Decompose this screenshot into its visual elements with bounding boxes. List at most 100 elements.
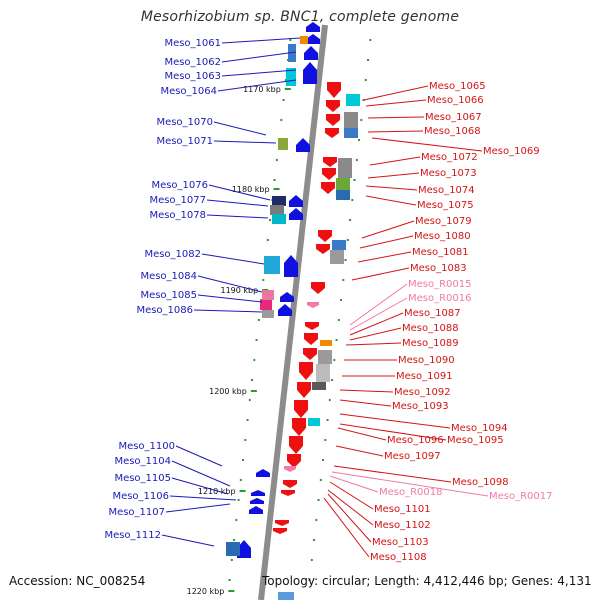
gene-label-meso_1075[interactable]: Meso_1075 xyxy=(417,200,474,211)
gene-label-meso_1078[interactable]: Meso_1078 xyxy=(149,210,206,221)
gene-label-meso_1081[interactable]: Meso_1081 xyxy=(412,247,469,258)
minor-tick-right xyxy=(326,419,329,421)
gene-label-meso_1102[interactable]: Meso_1102 xyxy=(374,520,431,531)
label-connector xyxy=(327,493,372,543)
gene-label-meso_1092[interactable]: Meso_1092 xyxy=(394,387,451,398)
gene-label-meso_1072[interactable]: Meso_1072 xyxy=(421,152,478,163)
gene-label-meso_1070[interactable]: Meso_1070 xyxy=(156,117,213,128)
forward-gene-arrow xyxy=(280,292,294,302)
gene-label-meso_1104[interactable]: Meso_1104 xyxy=(114,456,171,467)
gene-label-meso_1073[interactable]: Meso_1073 xyxy=(420,168,477,179)
gene-label-meso_1096[interactable]: Meso_1096 xyxy=(387,435,444,446)
gene-label-meso_1080[interactable]: Meso_1080 xyxy=(414,231,471,242)
gene-label-meso_1107[interactable]: Meso_1107 xyxy=(108,507,165,518)
minor-tick-right xyxy=(313,539,316,541)
gene-label-meso_1085[interactable]: Meso_1085 xyxy=(140,290,197,301)
gene-label-meso_1077[interactable]: Meso_1077 xyxy=(149,195,206,206)
cog-block xyxy=(316,364,330,382)
gene-label-meso_1069[interactable]: Meso_1069 xyxy=(483,146,540,157)
cog-block xyxy=(272,214,286,224)
label-connector xyxy=(369,156,421,166)
gene-label-meso_1061[interactable]: Meso_1061 xyxy=(164,38,221,49)
gene-label-meso_1098[interactable]: Meso_1098 xyxy=(452,477,509,488)
gene-label-meso_1064[interactable]: Meso_1064 xyxy=(160,86,217,97)
minor-tick-left xyxy=(251,379,254,381)
minor-tick-left xyxy=(289,39,292,41)
label-connector xyxy=(327,489,374,526)
label-connector xyxy=(349,327,402,341)
gene-label-meso_1094[interactable]: Meso_1094 xyxy=(451,423,508,434)
gene-label-meso_1083[interactable]: Meso_1083 xyxy=(410,263,467,274)
gene-label-meso_1086[interactable]: Meso_1086 xyxy=(136,305,193,316)
label-connector xyxy=(333,465,452,483)
gene-label-meso_r0016[interactable]: Meso_R0016 xyxy=(408,293,472,304)
forward-gene-arrow xyxy=(250,498,264,504)
gene-label-meso_1112[interactable]: Meso_1112 xyxy=(104,530,161,541)
minor-tick-left xyxy=(244,439,247,441)
label-connector xyxy=(363,85,429,101)
gene-label-meso_1089[interactable]: Meso_1089 xyxy=(402,338,459,349)
gene-label-meso_1063[interactable]: Meso_1063 xyxy=(164,71,221,82)
gene-label-meso_1066[interactable]: Meso_1066 xyxy=(427,95,484,106)
label-connector xyxy=(361,220,415,239)
gene-label-meso_1101[interactable]: Meso_1101 xyxy=(374,504,431,515)
cog-block xyxy=(344,128,358,138)
gene-label-meso_1062[interactable]: Meso_1062 xyxy=(164,57,221,68)
gene-label-meso_1097[interactable]: Meso_1097 xyxy=(384,451,441,462)
forward-gene-arrow xyxy=(303,62,317,84)
gene-label-meso_1090[interactable]: Meso_1090 xyxy=(398,355,455,366)
minor-tick-right xyxy=(358,139,361,141)
gene-label-meso_1076[interactable]: Meso_1076 xyxy=(151,180,208,191)
cog-block xyxy=(330,250,344,264)
gene-label-meso_r0017[interactable]: Meso_R0017 xyxy=(489,491,553,502)
gene-label-meso_1091[interactable]: Meso_1091 xyxy=(396,371,453,382)
gene-label-meso_1067[interactable]: Meso_1067 xyxy=(425,112,482,123)
minor-tick-right xyxy=(317,499,320,501)
gene-label-meso_1071[interactable]: Meso_1071 xyxy=(156,136,213,147)
reverse-gene-arrow xyxy=(281,490,295,496)
gene-label-meso_1065[interactable]: Meso_1065 xyxy=(429,81,486,92)
minor-tick-left xyxy=(275,159,278,161)
gene-label-meso_1108[interactable]: Meso_1108 xyxy=(370,552,427,563)
minor-tick-right xyxy=(310,559,313,561)
label-connector xyxy=(171,460,231,487)
cog-block xyxy=(260,300,272,310)
label-connector xyxy=(345,342,402,346)
label-connector xyxy=(371,137,483,152)
gene-label-meso_1084[interactable]: Meso_1084 xyxy=(140,271,197,282)
gene-label-meso_1093[interactable]: Meso_1093 xyxy=(392,401,449,412)
gene-label-meso_1082[interactable]: Meso_1082 xyxy=(144,249,201,260)
scale-tick-label: 1170 kbp xyxy=(243,85,281,94)
gene-label-meso_1074[interactable]: Meso_1074 xyxy=(418,185,475,196)
forward-gene-arrow xyxy=(296,138,310,152)
minor-tick-right xyxy=(364,79,367,81)
gene-label-meso_1106[interactable]: Meso_1106 xyxy=(112,491,169,502)
label-connector xyxy=(221,51,297,63)
gene-label-meso_1088[interactable]: Meso_1088 xyxy=(402,323,459,334)
cog-block xyxy=(300,36,308,44)
gene-label-meso_r0015[interactable]: Meso_R0015 xyxy=(408,279,472,290)
rna-feature xyxy=(307,302,319,308)
minor-tick-left xyxy=(230,559,233,561)
label-connector xyxy=(349,297,408,331)
minor-tick-right xyxy=(342,279,345,281)
reverse-gene-arrow xyxy=(326,114,340,126)
gene-label-meso_1095[interactable]: Meso_1095 xyxy=(447,435,504,446)
label-connector xyxy=(351,267,410,281)
forward-gene-arrow xyxy=(304,46,318,60)
label-connector xyxy=(161,534,215,547)
scale-tick-label: 1190 kbp xyxy=(220,286,258,295)
gene-label-meso_1068[interactable]: Meso_1068 xyxy=(424,126,481,137)
minor-tick-right xyxy=(344,259,347,261)
gene-label-meso_1100[interactable]: Meso_1100 xyxy=(118,441,175,452)
gene-label-meso_1103[interactable]: Meso_1103 xyxy=(372,537,429,548)
minor-tick-left xyxy=(233,539,236,541)
minor-tick-right xyxy=(362,99,365,101)
gene-label-meso_1105[interactable]: Meso_1105 xyxy=(114,473,171,484)
gene-label-meso_1079[interactable]: Meso_1079 xyxy=(415,216,472,227)
gene-label-meso_r0018[interactable]: Meso_R0018 xyxy=(379,487,443,498)
gene-label-meso_1087[interactable]: Meso_1087 xyxy=(404,308,461,319)
minor-tick-right xyxy=(355,159,358,161)
minor-tick-left xyxy=(266,239,269,241)
